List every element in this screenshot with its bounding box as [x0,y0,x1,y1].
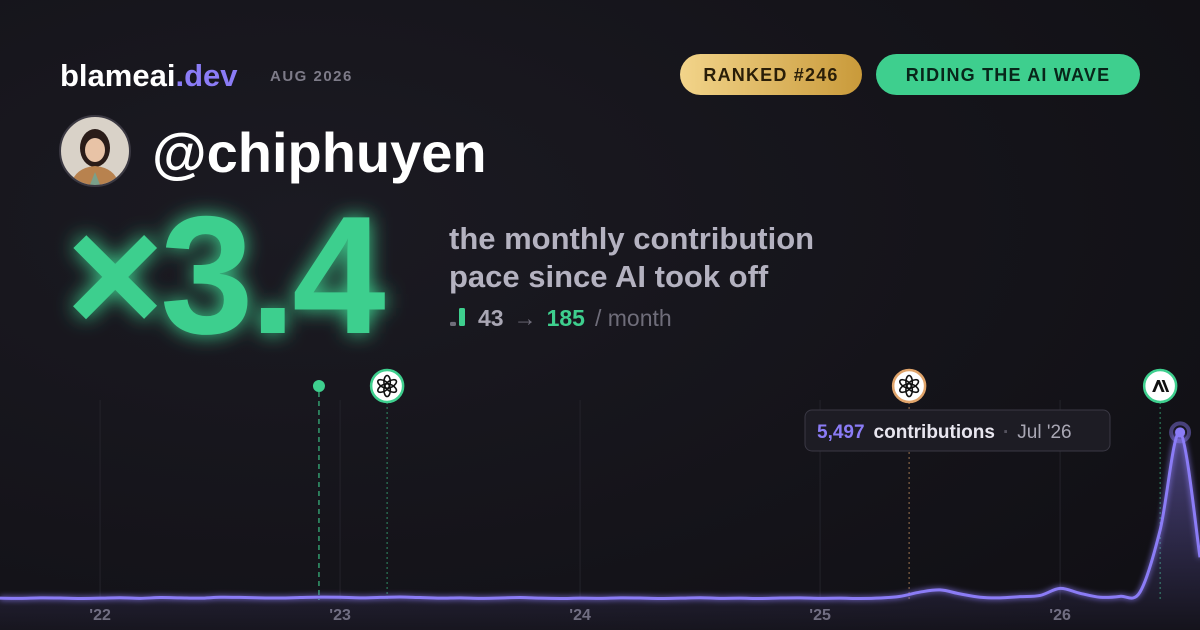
date: AUG 2026 [270,68,353,85]
logo-petal [899,378,913,390]
openai-logo [899,374,920,398]
line [0,430,1200,600]
tooltip-sep: · [1003,422,1009,443]
mini-bars [450,308,465,326]
before-value: 43 [478,305,504,331]
brand-tld: .dev [175,58,238,93]
event-icon [369,368,405,404]
caption-line: pace since AI took off [449,259,769,294]
highlight-ring [1169,421,1192,444]
tooltip-date: Jul '26 [1017,422,1071,443]
avatar [59,115,131,187]
arrow: → [514,305,537,331]
multiplier: ×3.4 [66,181,385,369]
stats: 43 → 185 / month [478,305,672,331]
tooltip-box [804,409,1111,452]
wave-badge [876,54,1140,95]
unit: / month [595,305,672,331]
tooltip-text: 5,497 contributions · Jul '26 [817,422,1072,443]
openai-logo [377,374,398,398]
brand-name: blameai [60,58,175,93]
caption-line: the monthly contribution [449,221,814,256]
wave-text: RIDING THE AI WAVE [906,65,1111,85]
highlight-point [1175,427,1186,438]
area [0,432,1200,630]
rank-text: RANKED #246 [703,65,838,85]
handle: @chiphuyen [152,121,487,184]
tooltip-value: 5,497 [817,422,865,443]
anthropic-logo [1152,380,1170,392]
mini-bar [450,321,456,326]
tooltip-label: contributions [874,422,995,443]
rank-badge [680,54,862,95]
logo-petal [377,378,391,390]
event-icon [891,368,927,404]
event-dot [312,380,325,392]
after-value: 185 [547,305,586,331]
brand: blameai.dev [60,58,238,93]
mini-bar [459,308,465,326]
